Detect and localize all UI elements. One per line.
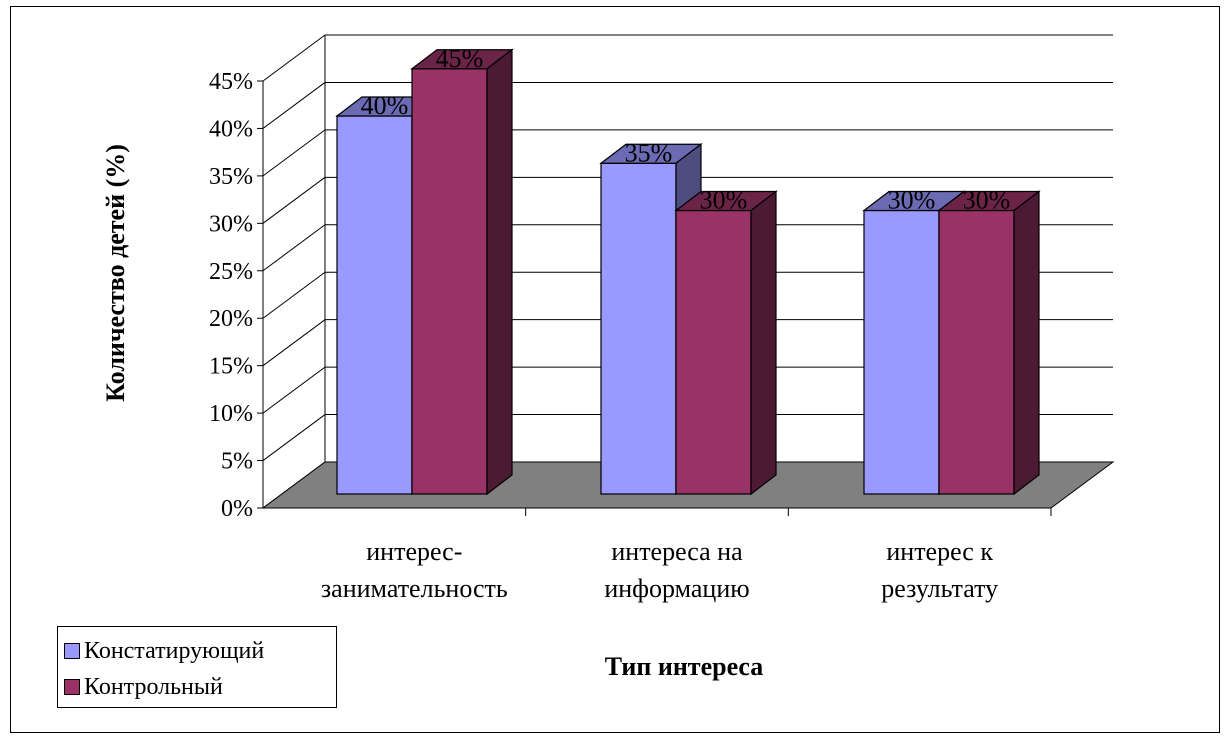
side-gridline — [262, 224, 326, 272]
y-axis-title: Количество детей (%) — [101, 144, 130, 402]
legend-swatch-constat — [64, 643, 80, 659]
y-tick-label: 40% — [209, 116, 253, 142]
y-tick-label: 5% — [221, 449, 253, 475]
data-label-0-2: 30% — [888, 186, 936, 215]
side-gridline — [262, 82, 326, 129]
y-tick-label: 30% — [209, 211, 253, 237]
y-tick-label: 10% — [209, 401, 253, 427]
y-tick-label: 0% — [221, 496, 253, 522]
legend-item-control: Контрольный — [64, 671, 223, 703]
y-tick-label: 45% — [209, 69, 253, 95]
category-label: интерес- — [366, 537, 462, 566]
data-label-0-0: 40% — [361, 91, 409, 120]
category-label: информацию — [604, 574, 749, 603]
side-gridline — [262, 319, 326, 367]
bar-1-0 — [411, 68, 488, 495]
data-label-0-1: 35% — [625, 138, 673, 167]
y-tick-label: 25% — [209, 259, 253, 285]
legend-label-constat: Констатирующий — [84, 637, 265, 664]
bar-side-1-1 — [750, 190, 777, 496]
bar-1-2 — [938, 209, 1015, 495]
side-gridline — [262, 129, 326, 177]
legend: Констатирующий Контрольный — [57, 626, 337, 708]
category-label: результату — [881, 574, 998, 603]
chart-frame: 0% 5% 10% 15% 20% 25% 30% 35% 40% 45% 40% 45% 35% 30%… — [10, 6, 1220, 733]
y-tick-label: 20% — [209, 306, 253, 332]
bar-1-1 — [675, 209, 752, 495]
category-label: интерес к — [886, 537, 993, 566]
side-gridline — [262, 34, 326, 82]
legend-item-constat: Констатирующий — [64, 635, 264, 667]
side-gridline — [262, 366, 326, 414]
category-label: занимательность — [321, 574, 508, 603]
bar-side-1-2 — [1013, 190, 1040, 496]
category-label: интереса на — [611, 537, 743, 566]
legend-swatch-control — [64, 679, 80, 695]
chart-plot: 0% 5% 10% 15% 20% 25% 30% 35% 40% 45% 40% 45% 35% 30%… — [101, 34, 1115, 681]
bar-0-0 — [336, 115, 413, 495]
y-tick-label: 15% — [209, 354, 253, 380]
data-label-1-2: 30% — [963, 186, 1011, 215]
legend-label-control: Контрольный — [84, 673, 223, 700]
side-gridline — [262, 176, 326, 224]
bar-0-1 — [600, 162, 677, 495]
bar-side-1-0 — [486, 48, 513, 496]
y-tick-label: 35% — [209, 164, 253, 190]
side-gridline — [262, 271, 326, 319]
data-label-1-1: 30% — [700, 186, 748, 215]
x-axis-title: Тип интереса — [605, 652, 764, 681]
side-gridline — [262, 414, 326, 461]
bar-0-2 — [863, 209, 940, 495]
data-label-1-0: 45% — [436, 44, 484, 73]
